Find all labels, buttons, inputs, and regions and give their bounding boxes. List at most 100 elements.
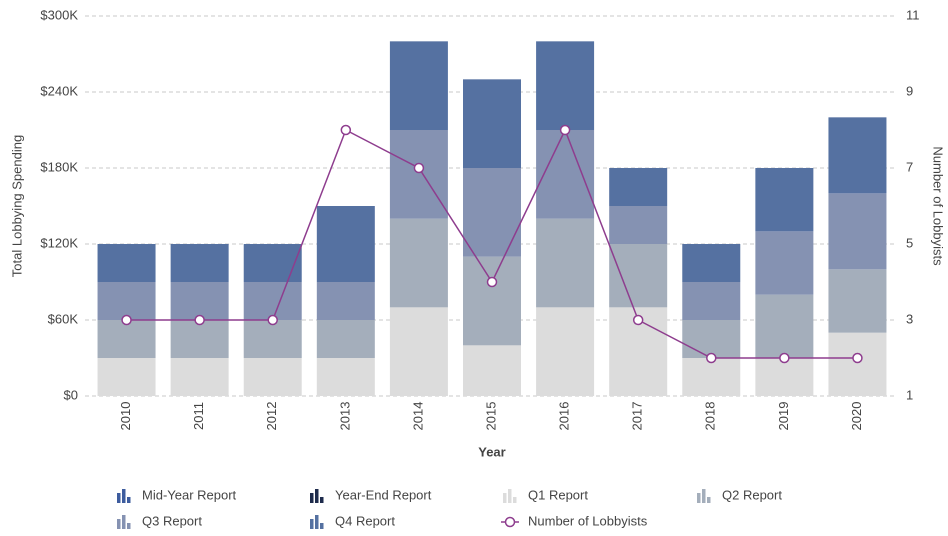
bar-segment <box>536 41 595 131</box>
bar-segment <box>316 320 375 358</box>
legend-icon <box>122 489 126 503</box>
bar-segment <box>682 320 741 358</box>
x-tick-label: 2014 <box>410 402 425 431</box>
bar-segment <box>682 244 741 282</box>
legend-icon <box>707 497 711 503</box>
bar-segment <box>828 117 887 194</box>
bar-segment <box>170 358 229 396</box>
legend-icon <box>310 519 314 529</box>
line-point <box>486 276 498 288</box>
legend-icon <box>122 515 126 529</box>
legend-icon <box>320 523 324 529</box>
bar-segment <box>609 168 668 206</box>
line-point <box>121 314 132 326</box>
legend-icon <box>513 497 517 503</box>
line-point <box>852 352 863 364</box>
bar-segment <box>536 218 595 308</box>
line-point <box>632 314 644 326</box>
x-tick-label: 2015 <box>483 402 498 431</box>
bar-segment <box>828 332 887 396</box>
y2-tick-label: 7 <box>906 159 913 174</box>
y-tick-label: $300K <box>40 7 78 22</box>
bar-segment <box>755 168 814 232</box>
bar-segment <box>389 130 448 219</box>
x-tick-label: 2013 <box>337 402 352 431</box>
bar-segment <box>463 345 521 396</box>
bar-segment <box>463 79 521 168</box>
legend-icon <box>697 493 701 503</box>
x-tick-label: 2019 <box>776 402 791 431</box>
bar-segment <box>97 320 156 358</box>
bar-segment <box>170 320 229 358</box>
y-axis-title: Total Lobbying Spending <box>9 135 24 277</box>
legend-icon <box>504 516 516 528</box>
x-tick-label: 2016 <box>557 402 572 431</box>
legend-icon <box>503 493 507 503</box>
legend-icon <box>310 493 314 503</box>
line-point <box>779 352 790 364</box>
y-tick-label: $120K <box>40 235 78 250</box>
bar-segment <box>536 130 595 219</box>
legend-label: Q2 Report <box>722 487 782 502</box>
bar-segment <box>755 231 814 295</box>
x-tick-label: 2010 <box>118 402 133 431</box>
bar-segment <box>389 218 448 308</box>
bar-segment <box>170 282 229 320</box>
legend-icon <box>127 523 131 529</box>
y2-axis-title: Number of Lobbyists <box>931 146 946 266</box>
bar-segment <box>97 358 156 396</box>
legend-label: Q1 Report <box>528 487 588 502</box>
y-tick-label: $60K <box>48 311 79 326</box>
bar-segment <box>682 282 741 320</box>
bar-segment <box>609 244 668 308</box>
x-tick-label: 2012 <box>264 402 279 431</box>
y-tick-label: $0 <box>64 387 78 402</box>
legend-label: Number of Lobbyists <box>528 513 648 528</box>
legend-icon <box>702 489 706 503</box>
bar-segment <box>243 282 302 320</box>
x-tick-label: 2020 <box>849 402 864 431</box>
bar-segment <box>97 282 156 320</box>
y-tick-label: $180K <box>40 159 78 174</box>
legend-icon <box>315 515 319 529</box>
legend-label: Q3 Report <box>142 513 202 528</box>
x-tick-label: 2011 <box>191 402 206 430</box>
line-point <box>340 124 352 136</box>
legend-icon <box>127 497 131 503</box>
y2-tick-label: 1 <box>906 387 913 402</box>
legend-icon <box>508 489 512 503</box>
x-tick-label: 2018 <box>703 402 718 431</box>
legend-icon <box>117 519 121 529</box>
legend-label: Mid-Year Report <box>142 487 237 502</box>
bar-segment <box>316 206 375 282</box>
line-point <box>559 124 571 136</box>
legend-label: Q4 Report <box>335 513 395 528</box>
line-point <box>706 352 717 364</box>
legend-label: Year-End Report <box>335 487 432 502</box>
line-point <box>267 314 278 326</box>
y2-tick-label: 9 <box>906 83 913 98</box>
bar-segment <box>316 358 375 396</box>
bar-segment <box>536 307 595 396</box>
bar-segment <box>828 193 887 270</box>
y2-tick-label: 3 <box>906 311 913 326</box>
bar-segment <box>682 358 741 396</box>
bar-segment <box>755 294 814 358</box>
bar-segment <box>243 320 302 358</box>
legend-icon <box>117 493 121 503</box>
legend-icon <box>315 489 319 503</box>
bar-segment <box>243 244 302 282</box>
bar-segment <box>243 358 302 396</box>
bar-segment <box>828 269 887 333</box>
line-point <box>413 162 425 174</box>
bar-segment <box>463 256 521 346</box>
x-tick-label: 2017 <box>630 402 645 431</box>
bar-segment <box>316 282 375 320</box>
bar-segment <box>609 206 668 244</box>
legend-icon <box>320 497 324 503</box>
x-axis-title: Year <box>478 444 505 459</box>
bar-segment <box>389 307 448 396</box>
bar-segment <box>97 244 156 282</box>
bar-segment <box>755 358 814 396</box>
